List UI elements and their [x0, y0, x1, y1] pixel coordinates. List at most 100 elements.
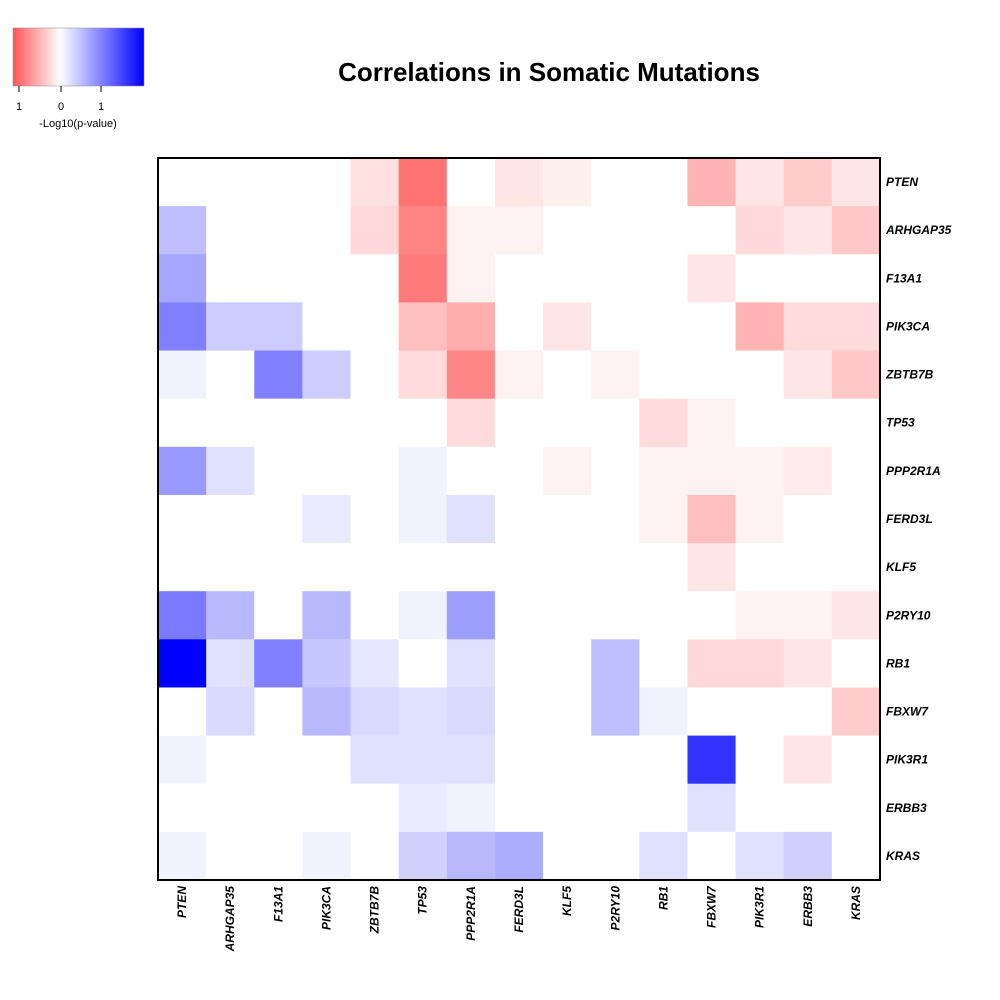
heatmap-cell-pten-pten — [158, 158, 207, 207]
heatmap-cell-rb1-erbb3 — [783, 639, 833, 689]
heatmap-cell-zbtb7b-zbtb7b — [350, 350, 400, 400]
row-labels: PTEN ARHGAP35 F13A1 PIK3CA ZBTB7B TP53 PPP2R1A… — [885, 175, 952, 863]
heatmap-cell-fbxw7-klf5 — [543, 687, 592, 737]
heatmap-cell-arhgap35-ferd3l — [494, 206, 544, 255]
heatmap-cell-pten-pik3r1 — [735, 158, 785, 207]
heatmap-cell-pten-pik3ca — [302, 158, 352, 207]
heatmap-cell-pik3ca-kras — [831, 302, 881, 352]
heatmap-cell-p2ry10-p2ry10 — [591, 591, 640, 640]
row-label-tp53: TP53 — [886, 416, 915, 430]
column-label-tp53: TP53 — [416, 886, 430, 915]
heatmap-cell-tp53-rb1 — [639, 398, 689, 448]
heatmap-cell-erbb3-p2ry10 — [591, 783, 640, 833]
heatmap-cell-zbtb7b-kras — [831, 350, 881, 400]
heatmap-cell-f13a1-pten — [158, 254, 207, 303]
column-label-fbxw7: FBXW7 — [705, 885, 719, 928]
column-label-p2ry10: P2RY10 — [608, 886, 622, 931]
heatmap-cell-arhgap35-pten — [158, 206, 207, 255]
heatmap-cell-ppp2r1a-arhgap35 — [206, 446, 255, 496]
heatmap-cell-fbxw7-ppp2r1a — [446, 687, 496, 737]
heatmap-cell-erbb3-pik3ca — [302, 783, 352, 833]
heatmap-cell-pik3ca-fbxw7 — [687, 302, 737, 352]
heatmap-cell-klf5-pik3r1 — [735, 543, 785, 592]
column-label-pten: PTEN — [175, 886, 189, 918]
heatmap-cell-erbb3-tp53 — [398, 783, 448, 833]
heatmap-cell-rb1-pik3ca — [302, 639, 352, 689]
heatmap-cell-pik3r1-pik3ca — [302, 735, 352, 785]
heatmap-cell-pik3r1-rb1 — [639, 735, 689, 785]
heatmap-cell-ppp2r1a-pten — [158, 446, 207, 496]
heatmap-cell-f13a1-arhgap35 — [206, 254, 255, 303]
heatmap-cell-kras-pik3ca — [302, 831, 352, 881]
heatmap-cell-ppp2r1a-pik3r1 — [735, 446, 785, 496]
heatmap-cell-ferd3l-pik3ca — [302, 494, 352, 544]
row-label-fbxw7: FBXW7 — [886, 705, 929, 719]
heatmap-cell-fbxw7-tp53 — [398, 687, 448, 737]
heatmap-cell-klf5-kras — [831, 543, 881, 592]
heatmap-cell-arhgap35-arhgap35 — [206, 206, 255, 255]
row-label-pten: PTEN — [886, 175, 918, 189]
heatmap-cell-klf5-klf5 — [543, 543, 592, 592]
legend-tick-zero: 0 — [58, 101, 64, 113]
heatmap-cell-tp53-fbxw7 — [687, 398, 737, 448]
plot-frame — [157, 157, 881, 881]
heatmap-cell-ppp2r1a-fbxw7 — [687, 446, 737, 496]
heatmap-cell-pik3ca-zbtb7b — [350, 302, 400, 352]
heatmap-cell-kras-fbxw7 — [687, 831, 737, 881]
heatmap-cell-erbb3-f13a1 — [254, 783, 303, 833]
heatmap-cell-rb1-pten — [158, 639, 207, 689]
heatmap-cell-pten-ferd3l — [494, 158, 544, 207]
heatmap-cell-p2ry10-f13a1 — [254, 591, 303, 640]
column-label-erbb3: ERBB3 — [801, 886, 815, 927]
column-label-klf5: KLF5 — [560, 886, 574, 916]
heatmap-cell-ferd3l-arhgap35 — [206, 494, 255, 544]
heatmap-cell-p2ry10-ferd3l — [494, 591, 544, 640]
heatmap-cell-p2ry10-pik3r1 — [735, 591, 785, 640]
heatmap-cell-kras-ppp2r1a — [446, 831, 496, 881]
heatmap-cell-tp53-arhgap35 — [206, 398, 255, 448]
heatmap-cell-pten-ppp2r1a — [446, 158, 496, 207]
heatmap-cell-zbtb7b-rb1 — [639, 350, 689, 400]
heatmap-cell-erbb3-klf5 — [543, 783, 592, 833]
heatmap-cell-f13a1-tp53 — [398, 254, 448, 303]
heatmap-cell-pik3r1-f13a1 — [254, 735, 303, 785]
column-label-arhgap35: ARHGAP35 — [223, 886, 237, 953]
heatmap-cell-fbxw7-fbxw7 — [687, 687, 737, 737]
heatmap-cell-pik3r1-ppp2r1a — [446, 735, 496, 785]
heatmap-cell-ferd3l-pten — [158, 494, 207, 544]
heatmap-cell-tp53-klf5 — [543, 398, 592, 448]
heatmap-cell-pten-klf5 — [543, 158, 592, 207]
heatmap-cell-zbtb7b-tp53 — [398, 350, 448, 400]
heatmap-cell-p2ry10-ppp2r1a — [446, 591, 496, 640]
heatmap-cell-rb1-p2ry10 — [591, 639, 640, 689]
heatmap-cell-pten-rb1 — [639, 158, 689, 207]
heatmap-cell-pik3r1-pik3r1 — [735, 735, 785, 785]
heatmap-cell-pten-kras — [831, 158, 881, 207]
heatmap-cell-klf5-ferd3l — [494, 543, 544, 592]
row-label-ppp2r1a: PPP2R1A — [886, 464, 941, 478]
heatmap-cell-zbtb7b-erbb3 — [783, 350, 833, 400]
heatmap-cell-pik3ca-erbb3 — [783, 302, 833, 352]
heatmap-cell-zbtb7b-pik3r1 — [735, 350, 785, 400]
heatmap-cell-f13a1-fbxw7 — [687, 254, 737, 303]
heatmap-cell-pik3r1-kras — [831, 735, 881, 785]
row-label-pik3r1: PIK3R1 — [886, 753, 928, 767]
heatmap-cell-ppp2r1a-rb1 — [639, 446, 689, 496]
heatmap-cell-kras-kras — [831, 831, 881, 881]
heatmap-cell-rb1-arhgap35 — [206, 639, 255, 689]
heatmap-cell-zbtb7b-f13a1 — [254, 350, 303, 400]
heatmap-cell-pik3r1-arhgap35 — [206, 735, 255, 785]
heatmap-cell-ppp2r1a-pik3ca — [302, 446, 352, 496]
heatmap-cell-p2ry10-tp53 — [398, 591, 448, 640]
heatmap-cell-pten-f13a1 — [254, 158, 303, 207]
heatmap-cell-arhgap35-erbb3 — [783, 206, 833, 255]
heatmap-cell-ferd3l-p2ry10 — [591, 494, 640, 544]
color-legend: 1 0 1 -Log10(p-value) — [12, 27, 145, 130]
heatmap-cell-ppp2r1a-kras — [831, 446, 881, 496]
heatmap-cell-arhgap35-pik3r1 — [735, 206, 785, 255]
heatmap-cell-pten-p2ry10 — [591, 158, 640, 207]
heatmap-cell-pik3r1-tp53 — [398, 735, 448, 785]
heatmap-cell-fbxw7-erbb3 — [783, 687, 833, 737]
heatmap-cell-tp53-tp53 — [398, 398, 448, 448]
